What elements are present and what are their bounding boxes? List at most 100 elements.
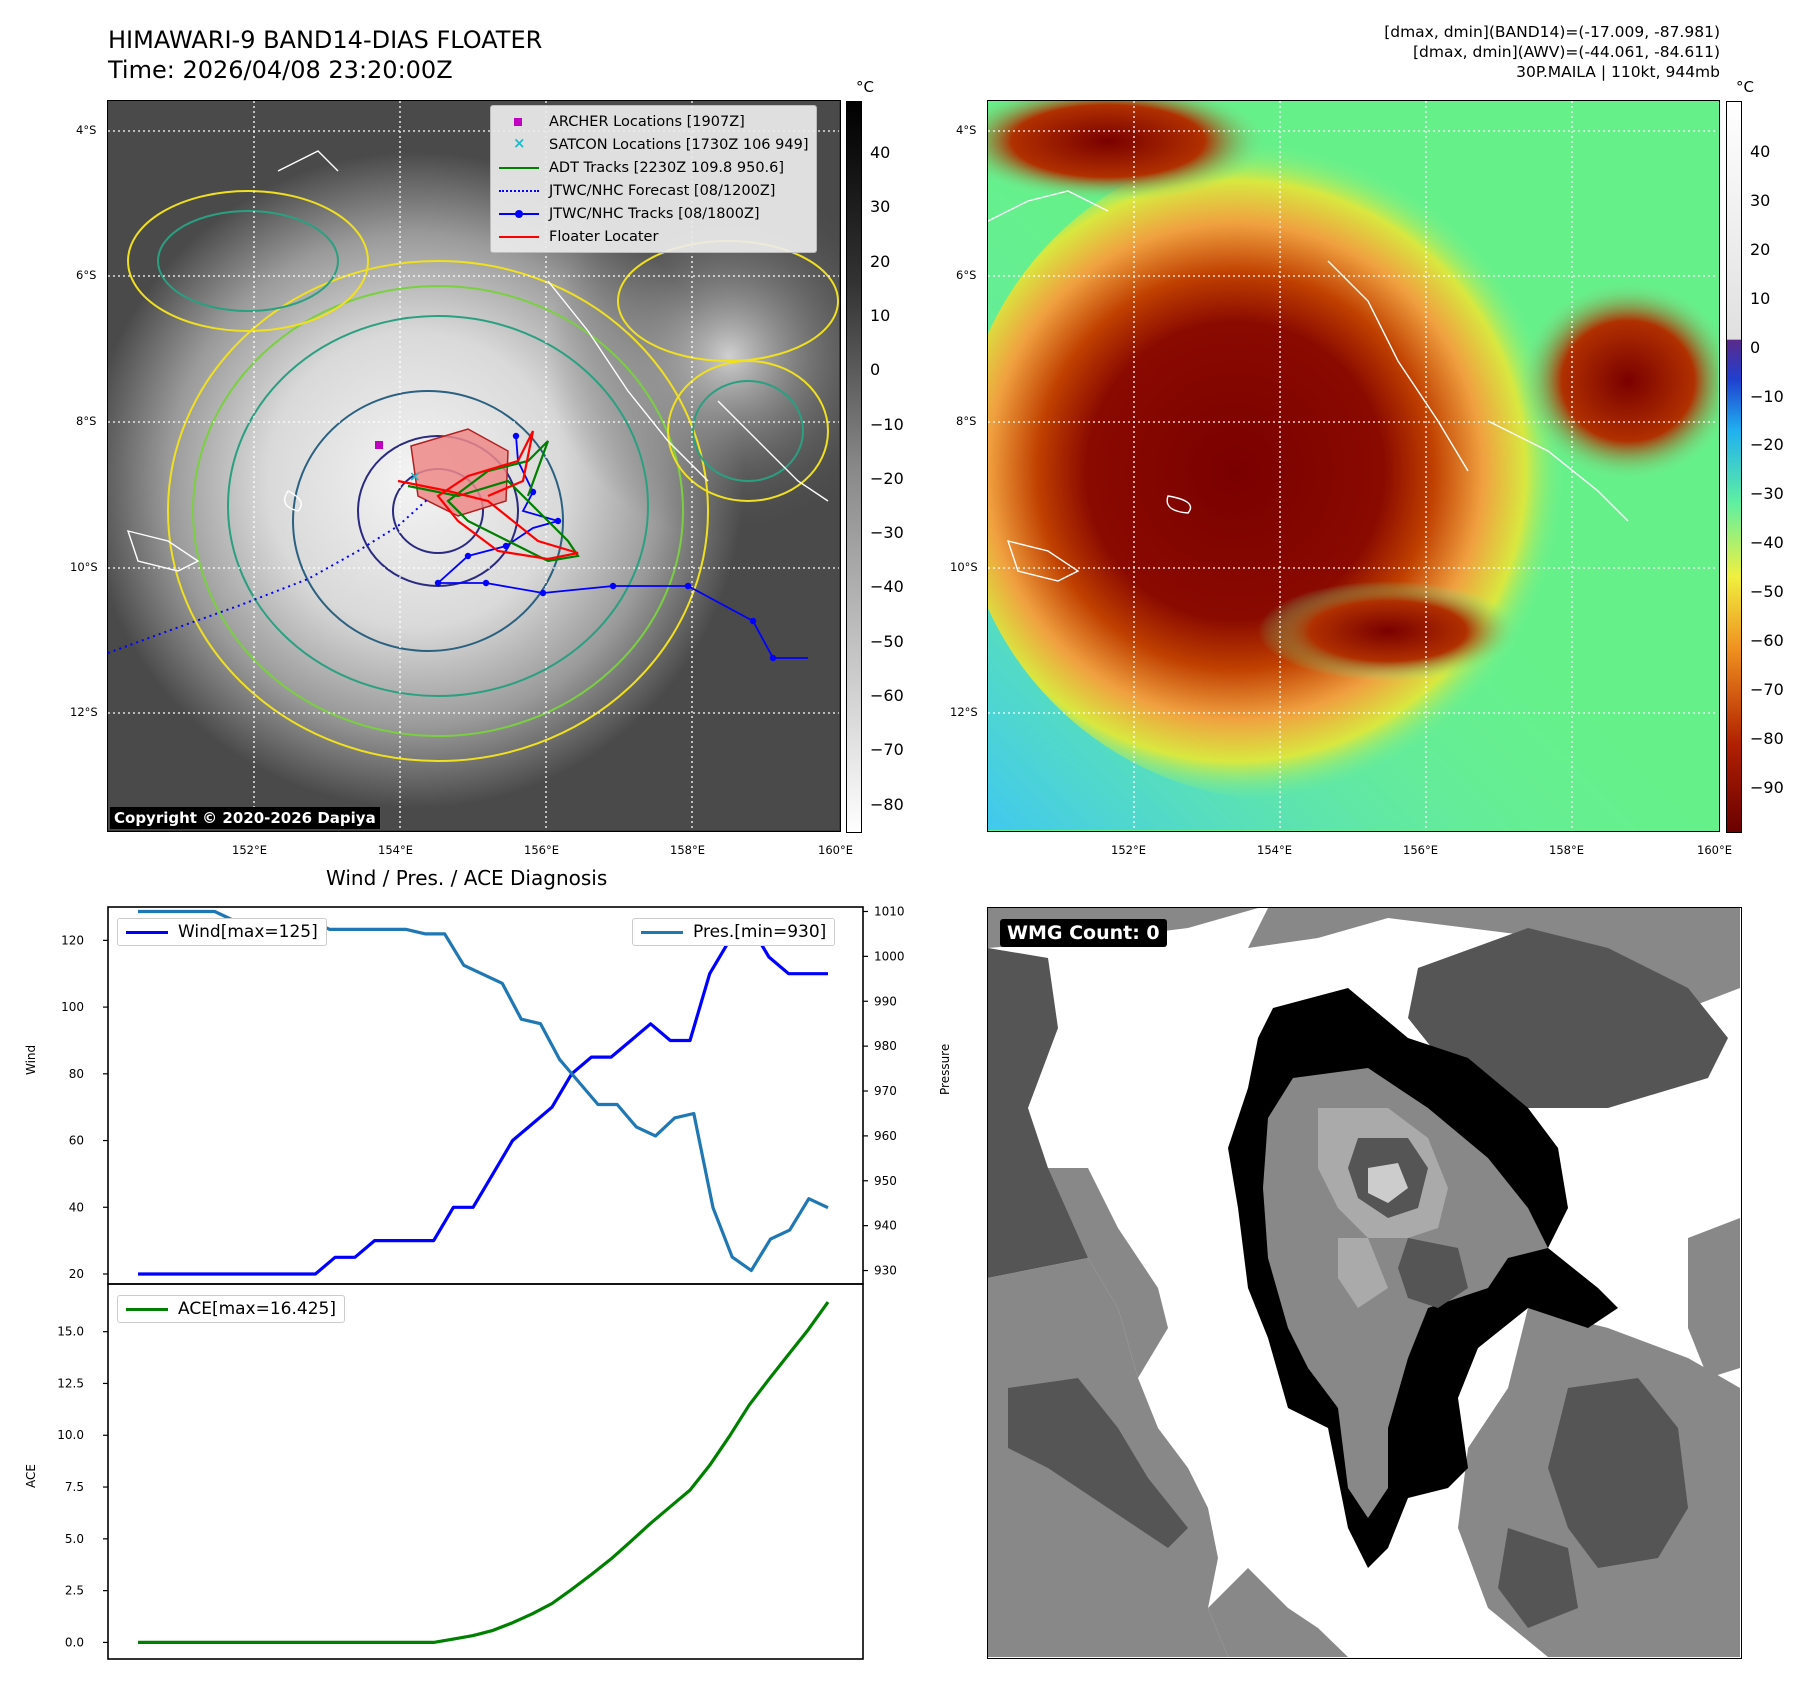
wv-colorbar <box>1726 101 1742 833</box>
ir-colorbar-tick: −40 <box>870 577 904 597</box>
wv-lat-8s: 8°S <box>956 414 977 428</box>
pressure-line <box>138 909 829 1273</box>
pressure-tick-label: 980 <box>874 1039 897 1053</box>
forecast-line <box>499 184 539 198</box>
wv-colorbar-tick: −90 <box>1750 777 1784 797</box>
ace-tick-label: 5.0 <box>65 1532 84 1546</box>
pressure-tick-label: 990 <box>874 994 897 1008</box>
ace-tick-label: 15.0 <box>57 1325 84 1339</box>
ir-legend: ARCHER Locations [1907Z] × SATCON Locati… <box>490 105 818 253</box>
floater-line <box>499 230 539 244</box>
wv-colorbar-unit: °C <box>1736 78 1754 96</box>
copyright-label: Copyright © 2020-2026 Dapiya <box>110 807 380 829</box>
tracks-line <box>499 207 539 221</box>
ir-lon-158e: 158°E <box>670 843 705 857</box>
wv-colorbar-tick: −10 <box>1750 386 1784 406</box>
svg-text:×: × <box>409 469 421 485</box>
ir-colorbar-tick: 10 <box>870 305 891 325</box>
legend-archer: ARCHER Locations [1907Z] <box>499 110 808 133</box>
pressure-tick-label: 940 <box>874 1219 897 1233</box>
wmg-count-badge: WMG Count: 0 <box>1000 919 1167 947</box>
wv-lon-156e: 156°E <box>1403 843 1438 857</box>
ir-colorbar-unit: °C <box>856 78 874 96</box>
wind-tick-label: 60 <box>69 1134 84 1148</box>
ir-colorbar-tick: −60 <box>870 686 904 705</box>
legend-forecast: JTWC/NHC Forecast [08/1200Z] <box>499 179 808 202</box>
wind-pres-axes <box>107 906 864 1285</box>
wv-colorbar-tick: 40 <box>1750 142 1771 161</box>
legend-tracks: JTWC/NHC Tracks [08/1800Z] <box>499 202 808 225</box>
ir-colorbar-tick: −50 <box>870 631 904 651</box>
ace-tick-label: 0.0 <box>65 1635 84 1649</box>
wv-colorbar-tick: 30 <box>1750 190 1771 210</box>
pressure-tick-label: 960 <box>874 1129 897 1143</box>
wv-lon-158e: 158°E <box>1549 843 1584 857</box>
wind-line <box>138 922 828 1276</box>
ir-lon-160e: 160°E <box>818 843 853 857</box>
ace-tick-label: 12.5 <box>57 1376 84 1390</box>
wind-legend-swatch <box>126 930 168 934</box>
pressure-tick-label: 930 <box>874 1264 897 1278</box>
ir-map-panel: × ARCHER Locations [1907Z] × SATCON Loca… <box>107 100 841 832</box>
wind-tick-label: 100 <box>61 1000 84 1014</box>
ace-line <box>138 1301 830 1645</box>
ir-colorbar-tick: −20 <box>870 468 904 488</box>
wv-lon-152e: 152°E <box>1111 843 1146 857</box>
wind-tick-label: 20 <box>69 1267 84 1281</box>
ir-colorbar-tick: 30 <box>870 197 891 217</box>
wv-map-panel <box>987 100 1720 832</box>
wmg-image <box>988 908 1740 1657</box>
ace-legend-swatch <box>126 1307 168 1311</box>
ir-lat-6s: 6°S <box>76 268 97 282</box>
pressure-tick-label: 1000 <box>874 949 905 963</box>
wv-lon-160e: 160°E <box>1697 843 1732 857</box>
wind-tick-label: 120 <box>61 933 84 947</box>
ir-colorbar-tick: −70 <box>870 740 904 760</box>
ir-colorbar-tick: 20 <box>870 251 891 271</box>
awv-range: [dmax, dmin](AWV)=(-44.061, -84.611) <box>1413 43 1720 61</box>
ir-colorbar-tick: 0 <box>870 360 881 380</box>
wv-colorbar-tick: 10 <box>1750 288 1771 308</box>
diagnosis-chart: 20 40 60 80 100 120 930 940 950 960 970 980 990 1000 1… <box>57 904 905 1660</box>
pressure-tick-label: 950 <box>874 1174 897 1188</box>
wind-legend: Wind[max=125] <box>117 918 327 946</box>
ace-axes <box>107 1283 864 1660</box>
ir-lat-4s: 4°S <box>76 123 97 137</box>
ace-tick-label: 2.5 <box>65 1584 84 1598</box>
ir-colorbar-tick: −10 <box>870 414 904 434</box>
wv-satellite-image <box>988 101 1719 830</box>
wv-colorbar-tick: −30 <box>1750 484 1784 504</box>
satcon-marker: × <box>513 133 526 152</box>
pressure-tick-label: 1010 <box>874 904 905 918</box>
ir-lon-154e: 154°E <box>378 843 413 857</box>
legend-floater: Floater Locater <box>499 225 808 248</box>
wv-lat-12s: 12°S <box>950 705 978 719</box>
wv-colorbar-tick: 20 <box>1750 239 1771 259</box>
ir-colorbar-tick: 40 <box>870 143 891 162</box>
figure-title: HIMAWARI-9 BAND14-DIAS FLOATER <box>108 26 543 54</box>
adt-line <box>499 161 539 175</box>
ir-lon-156e: 156°E <box>524 843 559 857</box>
ir-colorbar-tick: −30 <box>870 523 904 543</box>
pressure-legend-swatch <box>641 930 683 934</box>
wmg-panel: WMG Count: 0 <box>987 907 1742 1659</box>
ace-legend: ACE[max=16.425] <box>117 1295 345 1323</box>
storm-info: 30P.MAILA | 110kt, 944mb <box>1516 63 1720 81</box>
ir-colorbar-tick: −80 <box>870 794 904 814</box>
ace-tick-label: 7.5 <box>65 1480 84 1494</box>
pressure-legend: Pres.[min=930] <box>632 918 836 946</box>
band14-range: [dmax, dmin](BAND14)=(-17.009, -87.981) <box>1384 23 1720 41</box>
wv-lon-154e: 154°E <box>1257 843 1292 857</box>
wv-lat-6s: 6°S <box>956 268 977 282</box>
wv-colorbar-tick: 0 <box>1750 337 1761 357</box>
wv-colorbar-tick: −80 <box>1750 728 1784 748</box>
diagnosis-title: Wind / Pres. / ACE Diagnosis <box>326 866 608 890</box>
wv-colorbar-tick: −20 <box>1750 435 1784 455</box>
wv-lat-10s: 10°S <box>950 560 978 574</box>
wv-colorbar-tick: −50 <box>1750 582 1784 602</box>
ir-lon-152e: 152°E <box>232 843 267 857</box>
ir-lat-10s: 10°S <box>70 560 98 574</box>
ir-lat-12s: 12°S <box>70 705 98 719</box>
archer-marker <box>499 115 539 129</box>
wind-tick-label: 80 <box>69 1067 84 1081</box>
